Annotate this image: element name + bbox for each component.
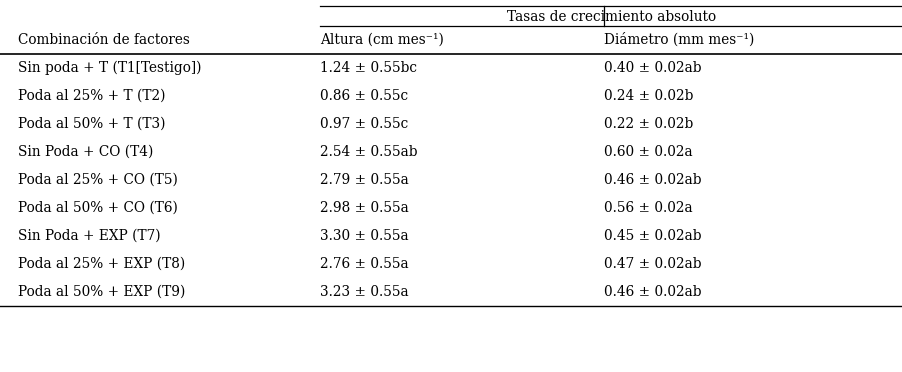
Text: 2.76 ± 0.55a: 2.76 ± 0.55a [320, 257, 409, 271]
Text: 0.60 ± 0.02a: 0.60 ± 0.02a [604, 145, 693, 159]
Text: 0.46 ± 0.02ab: 0.46 ± 0.02ab [604, 173, 702, 187]
Text: Altura (cm mes⁻¹): Altura (cm mes⁻¹) [320, 33, 444, 47]
Text: Combinación de factores: Combinación de factores [18, 33, 190, 47]
Text: Poda al 50% + CO (T6): Poda al 50% + CO (T6) [18, 201, 178, 215]
Text: 0.56 ± 0.02a: 0.56 ± 0.02a [604, 201, 693, 215]
Text: 2.98 ± 0.55a: 2.98 ± 0.55a [320, 201, 409, 215]
Text: Poda al 50% + T (T3): Poda al 50% + T (T3) [18, 117, 166, 131]
Text: 0.22 ± 0.02b: 0.22 ± 0.02b [604, 117, 694, 131]
Text: 0.46 ± 0.02ab: 0.46 ± 0.02ab [604, 285, 702, 299]
Text: 0.24 ± 0.02b: 0.24 ± 0.02b [604, 89, 694, 103]
Text: 0.45 ± 0.02ab: 0.45 ± 0.02ab [604, 229, 702, 243]
Text: Poda al 50% + EXP (T9): Poda al 50% + EXP (T9) [18, 285, 186, 299]
Text: 3.23 ± 0.55a: 3.23 ± 0.55a [320, 285, 409, 299]
Text: 1.24 ± 0.55bc: 1.24 ± 0.55bc [320, 61, 418, 75]
Text: Diámetro (mm mes⁻¹): Diámetro (mm mes⁻¹) [604, 33, 755, 47]
Text: 3.30 ± 0.55a: 3.30 ± 0.55a [320, 229, 409, 243]
Text: 0.40 ± 0.02ab: 0.40 ± 0.02ab [604, 61, 702, 75]
Text: 0.47 ± 0.02ab: 0.47 ± 0.02ab [604, 257, 702, 271]
Text: Sin poda + T (T1[Testigo]): Sin poda + T (T1[Testigo]) [18, 61, 201, 75]
Text: 0.86 ± 0.55c: 0.86 ± 0.55c [320, 89, 409, 103]
Text: 2.54 ± 0.55ab: 2.54 ± 0.55ab [320, 145, 418, 159]
Text: Poda al 25% + CO (T5): Poda al 25% + CO (T5) [18, 173, 178, 187]
Text: Sin Poda + CO (T4): Sin Poda + CO (T4) [18, 145, 153, 159]
Text: Poda al 25% + EXP (T8): Poda al 25% + EXP (T8) [18, 257, 185, 271]
Text: Tasas de crecimiento absoluto: Tasas de crecimiento absoluto [507, 10, 715, 24]
Text: 0.97 ± 0.55c: 0.97 ± 0.55c [320, 117, 409, 131]
Text: Sin Poda + EXP (T7): Sin Poda + EXP (T7) [18, 229, 161, 243]
Text: Poda al 25% + T (T2): Poda al 25% + T (T2) [18, 89, 166, 103]
Text: 2.79 ± 0.55a: 2.79 ± 0.55a [320, 173, 409, 187]
